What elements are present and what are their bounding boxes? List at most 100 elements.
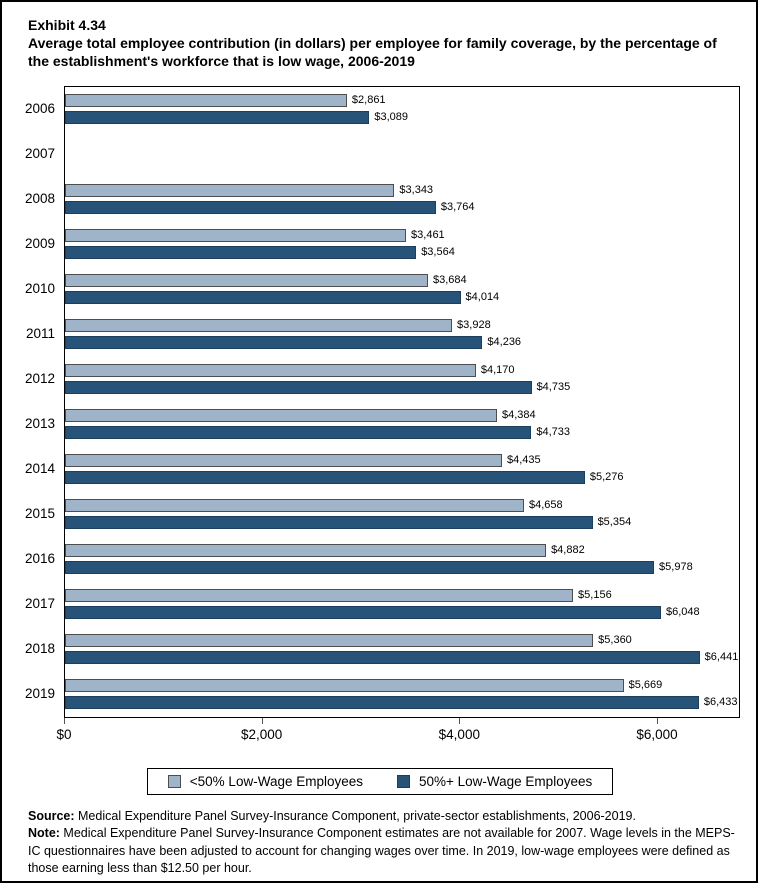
- bar-group: $5,669 $6,433: [65, 672, 739, 717]
- bar-line: [65, 139, 739, 152]
- bar: [65, 499, 524, 513]
- y-axis-label: 2016: [24, 550, 55, 566]
- title-block: Exhibit 4.34 Average total employee cont…: [20, 16, 740, 71]
- bar-chart: 2006 2007 2008 2009 2010 2011 2012 2013 2014 2015…: [20, 85, 740, 754]
- note-text: Medical Expenditure Panel Survey-Insuran…: [28, 826, 735, 876]
- legend-wrap: <50% Low-Wage Employees 50%+ Low-Wage Emp…: [20, 767, 740, 795]
- x-axis: $0 $2,000 $4,000 $6,000: [56, 717, 740, 754]
- bar-value-label: $5,354: [597, 516, 632, 529]
- bar: [65, 111, 370, 125]
- bar-group: $3,343 $3,764: [65, 177, 739, 222]
- bar-group: $4,384 $4,733: [65, 402, 739, 447]
- y-axis-label: 2008: [24, 190, 55, 206]
- bar-group: $4,882 $5,978: [65, 537, 739, 582]
- bar-line: $4,882: [65, 544, 739, 558]
- bar-line: $4,658: [65, 499, 739, 513]
- legend-item: <50% Low-Wage Employees: [167, 774, 363, 789]
- exhibit-number: Exhibit 4.34: [28, 17, 106, 33]
- bar: [65, 229, 407, 243]
- bar-value-label: $5,669: [628, 679, 663, 692]
- bar-value-label: $5,360: [598, 634, 632, 647]
- x-axis-tick-label: $6,000: [636, 726, 678, 742]
- bar-value-label: $4,014: [465, 291, 500, 304]
- bar-line: $4,733: [65, 426, 739, 440]
- bar-line: $3,461: [65, 229, 739, 243]
- bar-value-label: $3,764: [440, 201, 475, 214]
- source-note: Source: Medical Expenditure Panel Survey…: [28, 808, 740, 826]
- bar: [65, 561, 655, 575]
- y-axis-label: 2019: [24, 685, 55, 701]
- bar-line: $4,735: [65, 381, 739, 395]
- legend-item-label: 50%+ Low-Wage Employees: [419, 773, 593, 789]
- bar-value-label: $6,048: [665, 606, 700, 619]
- bar-group: [65, 132, 739, 177]
- legend-swatch-icon: [167, 774, 181, 788]
- bar: [65, 651, 700, 665]
- bar: [65, 634, 594, 648]
- bar-value-label: $4,435: [507, 454, 541, 467]
- bar: [65, 184, 395, 198]
- note-label: Note:: [28, 826, 60, 841]
- legend: <50% Low-Wage Employees 50%+ Low-Wage Emp…: [146, 767, 614, 795]
- bar-value-label: $3,343: [399, 184, 434, 197]
- bar-group: $4,658 $5,354: [65, 492, 739, 537]
- bar: [65, 606, 661, 620]
- bar: [65, 454, 503, 468]
- method-note: Note: Medical Expenditure Panel Survey-I…: [28, 825, 740, 878]
- chart-title: Average total employee contribution (in …: [28, 35, 717, 70]
- bar-value-label: $6,441: [704, 651, 739, 664]
- x-axis-tick: [656, 717, 658, 724]
- bar-line: $3,928: [65, 319, 739, 333]
- bar-group: $3,684 $4,014: [65, 267, 739, 312]
- bar-value-label: $4,733: [536, 426, 571, 439]
- bar-line: $3,684: [65, 274, 739, 288]
- bar-group: $3,928 $4,236: [65, 312, 739, 357]
- bar-line: $5,354: [65, 516, 739, 530]
- bar-value-label: $3,928: [457, 319, 491, 332]
- bar-value-label: $2,861: [351, 94, 386, 107]
- bar-value-label: $4,236: [487, 336, 522, 349]
- bar-line: $4,435: [65, 454, 739, 468]
- bar-line: $6,048: [65, 606, 739, 620]
- bar: [65, 364, 476, 378]
- bar-group: $4,170 $4,735: [65, 357, 739, 402]
- bar-group: $5,156 $6,048: [65, 582, 739, 627]
- bar-line: $6,441: [65, 651, 739, 665]
- bar: [65, 94, 347, 108]
- y-axis-label: 2007: [24, 145, 55, 161]
- bar-line: $3,343: [65, 184, 739, 198]
- bar-line: $4,384: [65, 409, 739, 423]
- bar: [65, 471, 585, 485]
- bar-value-label: $6,433: [703, 696, 738, 709]
- bar: [65, 381, 532, 395]
- bar-line: $5,669: [65, 679, 739, 693]
- bar-group: $2,861 $3,089: [65, 87, 739, 132]
- y-axis-label: 2010: [24, 280, 55, 296]
- bar-line: $4,014: [65, 291, 739, 305]
- x-axis-tick: [64, 717, 65, 724]
- bar-value-label: $5,978: [659, 561, 693, 574]
- y-axis-label: 2011: [25, 325, 55, 341]
- bar-line: $3,089: [65, 111, 739, 125]
- bar: [65, 426, 532, 440]
- x-axis-tick-label: $0: [56, 726, 72, 742]
- bar-line: $2,861: [65, 94, 739, 108]
- x-axis-tick-label: $2,000: [241, 726, 283, 742]
- bar: [65, 201, 436, 215]
- bar-line: $5,276: [65, 471, 739, 485]
- bar-value-label: $3,684: [433, 274, 467, 287]
- bar-group: $5,360 $6,441: [65, 627, 739, 672]
- bar: [65, 516, 593, 530]
- bar: [65, 246, 417, 260]
- x-axis-tick: [261, 717, 263, 724]
- bar-value-label: $4,658: [528, 499, 563, 512]
- bar-line: $6,433: [65, 696, 739, 710]
- bar-value-label: $4,882: [551, 544, 585, 557]
- bar-line: [65, 156, 739, 169]
- bar: [65, 409, 497, 423]
- legend-item: 50%+ Low-Wage Employees: [397, 774, 592, 789]
- bar: [65, 291, 461, 305]
- source-text: Medical Expenditure Panel Survey-Insuran…: [74, 808, 636, 823]
- y-axis-label: 2006: [24, 100, 55, 116]
